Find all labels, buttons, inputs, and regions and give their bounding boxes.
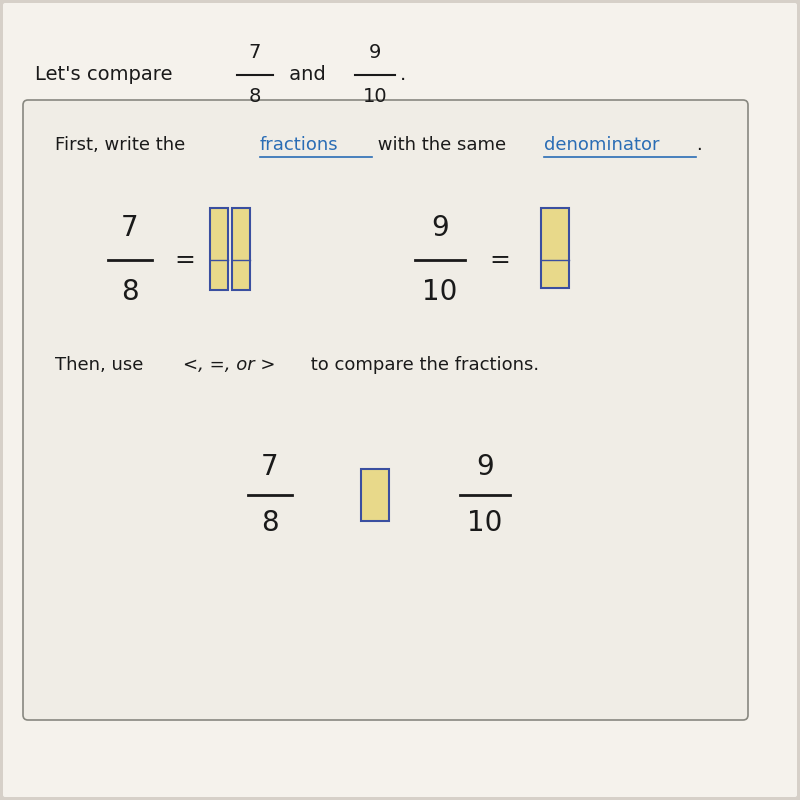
Text: 9: 9 bbox=[369, 43, 381, 62]
Text: Let's compare: Let's compare bbox=[35, 66, 178, 85]
Text: .: . bbox=[696, 136, 702, 154]
Bar bbox=[361, 469, 389, 521]
Text: and: and bbox=[283, 66, 332, 85]
Text: .: . bbox=[400, 66, 406, 85]
Text: 9: 9 bbox=[476, 453, 494, 481]
Text: First, write the: First, write the bbox=[55, 136, 191, 154]
Text: 8: 8 bbox=[121, 278, 139, 306]
Text: =: = bbox=[174, 248, 195, 272]
Text: fractions: fractions bbox=[260, 136, 338, 154]
Text: to compare the fractions.: to compare the fractions. bbox=[305, 356, 539, 374]
Text: 7: 7 bbox=[121, 214, 139, 242]
Text: 7: 7 bbox=[249, 43, 261, 62]
Text: 9: 9 bbox=[431, 214, 449, 242]
Text: Then, use: Then, use bbox=[55, 356, 149, 374]
Text: 8: 8 bbox=[249, 87, 261, 106]
Text: 10: 10 bbox=[467, 509, 502, 537]
Text: with the same: with the same bbox=[372, 136, 512, 154]
Bar bbox=[231, 208, 250, 290]
Bar bbox=[541, 208, 569, 288]
FancyBboxPatch shape bbox=[3, 3, 797, 797]
Text: =: = bbox=[490, 248, 510, 272]
Text: 7: 7 bbox=[261, 453, 279, 481]
Bar bbox=[210, 208, 229, 290]
FancyBboxPatch shape bbox=[23, 100, 748, 720]
Text: 8: 8 bbox=[261, 509, 279, 537]
Text: 10: 10 bbox=[422, 278, 458, 306]
Text: <, =, or >: <, =, or > bbox=[183, 356, 275, 374]
Text: denominator: denominator bbox=[544, 136, 659, 154]
Text: 10: 10 bbox=[362, 87, 387, 106]
